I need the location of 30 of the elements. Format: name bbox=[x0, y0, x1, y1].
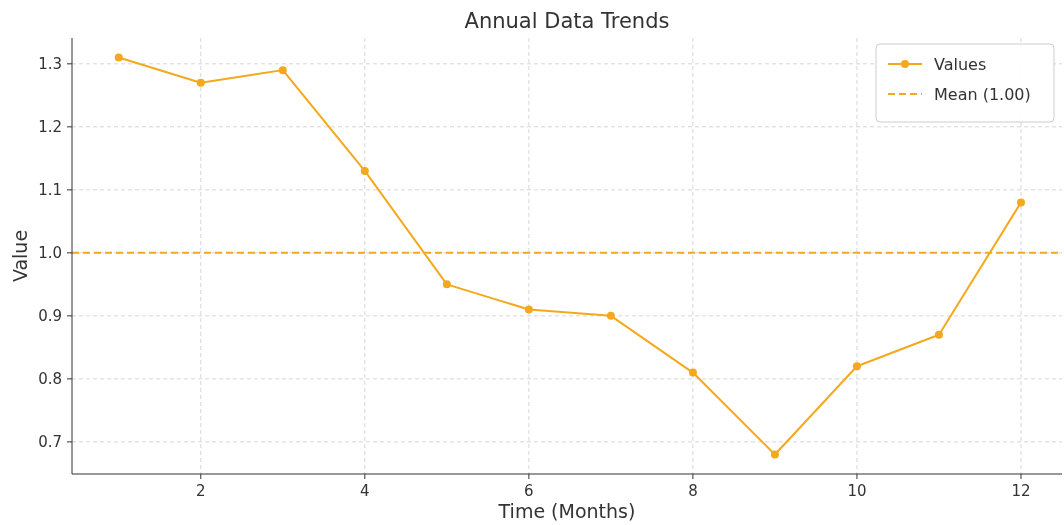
point bbox=[196, 78, 205, 87]
y-tick-label: 0.9 bbox=[38, 307, 62, 326]
x-tick-label: 4 bbox=[360, 482, 370, 500]
y-tick-label: 1.1 bbox=[38, 181, 62, 200]
point bbox=[114, 53, 123, 62]
x-axis-title: Time (Months) bbox=[497, 500, 636, 522]
point bbox=[1016, 198, 1025, 207]
point bbox=[524, 305, 533, 314]
chart-title: Annual Data Trends bbox=[464, 9, 670, 33]
point bbox=[934, 330, 943, 339]
legend-label: Mean (1.00) bbox=[934, 84, 1031, 104]
point bbox=[852, 362, 861, 371]
x-tick-label: 6 bbox=[524, 482, 534, 500]
legend-label: Values bbox=[934, 54, 987, 74]
point bbox=[688, 368, 697, 377]
x-tick-label: 2 bbox=[196, 482, 206, 500]
y-tick-label: 1.2 bbox=[38, 118, 62, 137]
x-tick-label: 8 bbox=[688, 482, 698, 500]
y-axis-title: Value bbox=[9, 229, 31, 283]
point bbox=[606, 311, 615, 320]
point bbox=[360, 166, 369, 175]
y-tick-label: 1.0 bbox=[38, 244, 62, 263]
x-tick-label: 10 bbox=[847, 482, 867, 500]
point bbox=[278, 66, 287, 75]
y-tick-label: 1.3 bbox=[38, 55, 62, 74]
point bbox=[770, 450, 779, 459]
x-tick-label: 12 bbox=[1011, 482, 1031, 500]
point bbox=[442, 280, 451, 289]
y-tick-label: 0.8 bbox=[38, 370, 62, 389]
y-tick-label: 0.7 bbox=[38, 433, 62, 452]
